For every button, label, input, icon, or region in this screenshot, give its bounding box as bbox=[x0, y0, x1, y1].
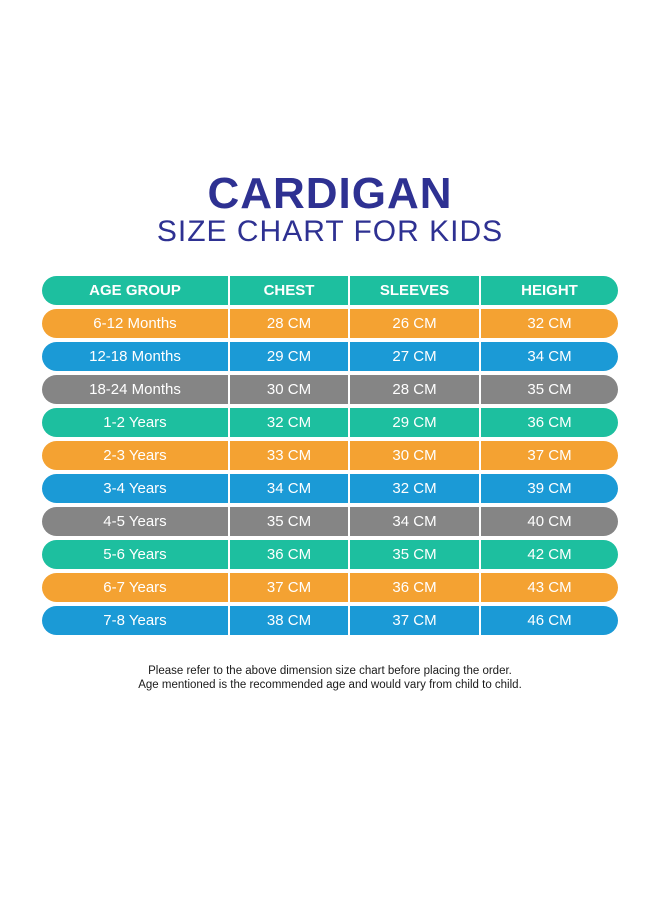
disclaimer-line-1: Please refer to the above dimension size… bbox=[148, 665, 512, 677]
header-height: HEIGHT bbox=[479, 276, 618, 305]
chest-cell: 28 CM bbox=[228, 309, 348, 338]
page-subtitle: SIZE CHART FOR KIDS bbox=[156, 215, 504, 248]
disclaimer-note: Please refer to the above dimension size… bbox=[0, 664, 660, 692]
age-cell: 2-3 Years bbox=[103, 447, 167, 464]
chest-cell: 34 CM bbox=[228, 474, 348, 503]
table-row: 2-3 Years 33 CM 30 CM 37 CM bbox=[42, 441, 618, 470]
sleeves-cell: 35 CM bbox=[348, 540, 479, 569]
table-row: 1-2 Years 32 CM 29 CM 36 CM bbox=[42, 408, 618, 437]
age-cell: 6-7 Years bbox=[103, 579, 167, 596]
table-row: 3-4 Years 34 CM 32 CM 39 CM bbox=[42, 474, 618, 503]
sleeves-cell: 28 CM bbox=[348, 375, 479, 404]
age-cell: 4-5 Years bbox=[103, 513, 167, 530]
age-cell: 6-12 Months bbox=[93, 315, 177, 332]
header-chest: CHEST bbox=[228, 276, 348, 305]
sleeves-cell: 37 CM bbox=[348, 606, 479, 635]
sleeves-cell: 27 CM bbox=[348, 342, 479, 371]
sleeves-cell: 32 CM bbox=[348, 474, 479, 503]
height-cell: 36 CM bbox=[479, 408, 618, 437]
chest-cell: 30 CM bbox=[228, 375, 348, 404]
height-cell: 39 CM bbox=[479, 474, 618, 503]
size-chart-table: AGE GROUP CHEST SLEEVES HEIGHT 6-12 Mont… bbox=[42, 276, 618, 639]
page-title: CARDIGAN bbox=[207, 169, 453, 218]
chest-cell: 32 CM bbox=[228, 408, 348, 437]
age-cell: 1-2 Years bbox=[103, 414, 167, 431]
chest-cell: 33 CM bbox=[228, 441, 348, 470]
age-cell: 5-6 Years bbox=[103, 546, 167, 563]
chest-cell: 29 CM bbox=[228, 342, 348, 371]
sleeves-cell: 34 CM bbox=[348, 507, 479, 536]
height-cell: 35 CM bbox=[479, 375, 618, 404]
age-cell: 12-18 Months bbox=[89, 348, 181, 365]
table-row: 12-18 Months 29 CM 27 CM 34 CM bbox=[42, 342, 618, 371]
table-row: 6-7 Years 37 CM 36 CM 43 CM bbox=[42, 573, 618, 602]
header-age-group: AGE GROUP bbox=[89, 282, 181, 299]
table-row: 7-8 Years 38 CM 37 CM 46 CM bbox=[42, 606, 618, 635]
sleeves-cell: 29 CM bbox=[348, 408, 479, 437]
table-header-row: AGE GROUP CHEST SLEEVES HEIGHT bbox=[42, 276, 618, 305]
table-row: 6-12 Months 28 CM 26 CM 32 CM bbox=[42, 309, 618, 338]
height-cell: 37 CM bbox=[479, 441, 618, 470]
height-cell: 40 CM bbox=[479, 507, 618, 536]
height-cell: 43 CM bbox=[479, 573, 618, 602]
table-row: 4-5 Years 35 CM 34 CM 40 CM bbox=[42, 507, 618, 536]
age-cell: 3-4 Years bbox=[103, 480, 167, 497]
age-cell: 18-24 Months bbox=[89, 381, 181, 398]
sleeves-cell: 30 CM bbox=[348, 441, 479, 470]
sleeves-cell: 36 CM bbox=[348, 573, 479, 602]
height-cell: 32 CM bbox=[479, 309, 618, 338]
header-sleeves: SLEEVES bbox=[348, 276, 479, 305]
height-cell: 34 CM bbox=[479, 342, 618, 371]
chest-cell: 37 CM bbox=[228, 573, 348, 602]
chest-cell: 35 CM bbox=[228, 507, 348, 536]
table-row: 18-24 Months 30 CM 28 CM 35 CM bbox=[42, 375, 618, 404]
sleeves-cell: 26 CM bbox=[348, 309, 479, 338]
height-cell: 46 CM bbox=[479, 606, 618, 635]
chest-cell: 36 CM bbox=[228, 540, 348, 569]
height-cell: 42 CM bbox=[479, 540, 618, 569]
chest-cell: 38 CM bbox=[228, 606, 348, 635]
disclaimer-line-2: Age mentioned is the recommended age and… bbox=[138, 679, 522, 691]
table-row: 5-6 Years 36 CM 35 CM 42 CM bbox=[42, 540, 618, 569]
age-cell: 7-8 Years bbox=[103, 612, 167, 629]
